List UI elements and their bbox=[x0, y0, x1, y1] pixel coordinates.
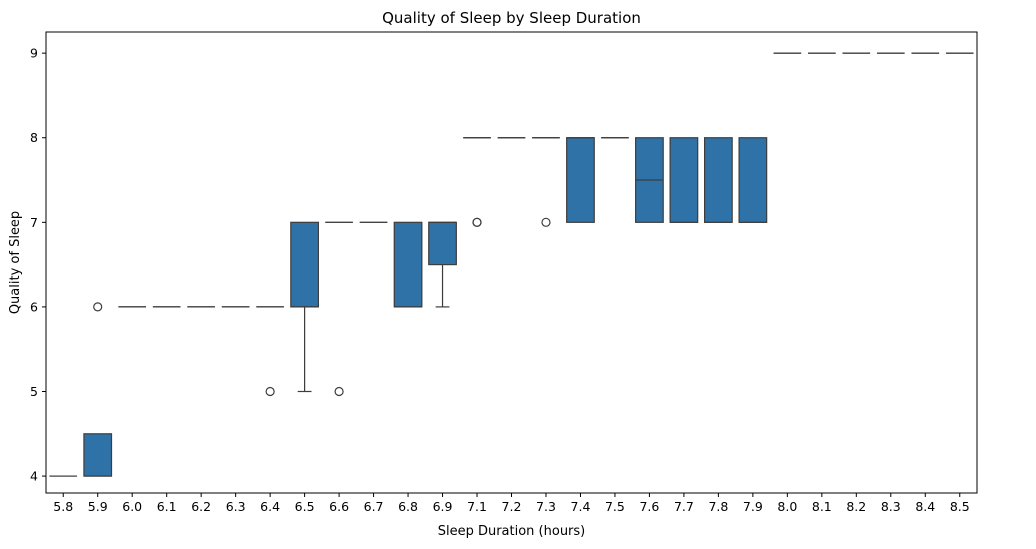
x-tick-label: 7.4 bbox=[571, 499, 591, 514]
x-tick-label: 6.5 bbox=[295, 499, 315, 514]
y-tick-label: 7 bbox=[30, 215, 38, 230]
box-body bbox=[738, 137, 768, 223]
box-group bbox=[532, 137, 560, 227]
box-group bbox=[428, 221, 457, 308]
outlier-point bbox=[265, 386, 275, 397]
box-group bbox=[703, 137, 733, 223]
box-group bbox=[635, 137, 664, 223]
x-tick-label: 5.9 bbox=[88, 499, 108, 514]
x-tick-label: 7.6 bbox=[639, 499, 659, 514]
plot-frame bbox=[45, 31, 978, 494]
outlier-point bbox=[541, 217, 551, 227]
plot-area bbox=[49, 52, 974, 477]
x-tick-label: 5.8 bbox=[53, 499, 73, 514]
x-tick-label: 8.4 bbox=[915, 499, 935, 514]
box-group bbox=[256, 306, 284, 397]
box-body bbox=[393, 221, 423, 308]
x-tick-label: 6.6 bbox=[329, 499, 349, 514]
y-axis: 4 5 6 7 8 9 bbox=[30, 46, 46, 484]
y-tick-label: 5 bbox=[30, 384, 38, 399]
y-axis-label: Quality of Sleep bbox=[8, 211, 23, 314]
x-tick-label: 8.5 bbox=[950, 499, 970, 514]
x-tick-label: 6.2 bbox=[191, 499, 211, 514]
x-tick-label: 6.1 bbox=[157, 499, 177, 514]
x-tick-label: 6.4 bbox=[260, 499, 280, 514]
outlier-point bbox=[334, 386, 344, 397]
x-tick-label: 7.5 bbox=[605, 499, 625, 514]
box-body bbox=[703, 137, 733, 223]
x-tick-label: 8.0 bbox=[777, 499, 797, 514]
y-tick-label: 9 bbox=[30, 46, 38, 61]
box-group bbox=[290, 221, 320, 393]
box-body bbox=[428, 221, 457, 266]
x-axis-label: Sleep Duration (hours) bbox=[438, 524, 586, 539]
outlier-point bbox=[472, 217, 482, 227]
x-tick-label: 6.9 bbox=[433, 499, 453, 514]
outlier-point bbox=[93, 302, 103, 312]
box-group bbox=[463, 137, 491, 227]
y-tick-label: 4 bbox=[30, 469, 38, 484]
y-tick-label: 6 bbox=[30, 299, 38, 314]
box-body bbox=[290, 221, 320, 308]
box-body bbox=[566, 137, 595, 223]
x-tick-label: 7.2 bbox=[502, 499, 522, 514]
box-group bbox=[393, 221, 423, 308]
box-body bbox=[83, 433, 113, 477]
x-tick-label: 8.3 bbox=[881, 499, 901, 514]
x-tick-label: 7.3 bbox=[536, 499, 556, 514]
x-tick-label: 7.7 bbox=[674, 499, 694, 514]
x-axis: 5.8 5.9 6.0 6.1 6.2 6.3 6.4 6.5 6.6 6.7 6.8 6.9 7.1 7… bbox=[53, 493, 970, 514]
box-group bbox=[325, 221, 353, 397]
box-group bbox=[738, 137, 768, 223]
box-group bbox=[566, 137, 595, 223]
x-tick-label: 6.0 bbox=[122, 499, 142, 514]
chart-title: Quality of Sleep by Sleep Duration bbox=[382, 9, 641, 27]
x-tick-label: 7.8 bbox=[708, 499, 728, 514]
box-body bbox=[669, 137, 699, 223]
x-tick-label: 7.1 bbox=[467, 499, 487, 514]
x-tick-label: 6.7 bbox=[364, 499, 384, 514]
y-tick-label: 8 bbox=[30, 130, 38, 145]
x-tick-label: 8.1 bbox=[812, 499, 832, 514]
x-tick-label: 6.3 bbox=[226, 499, 246, 514]
box-group bbox=[669, 137, 699, 223]
x-tick-label: 6.8 bbox=[398, 499, 418, 514]
x-tick-label: 8.2 bbox=[846, 499, 866, 514]
x-tick-label: 7.9 bbox=[743, 499, 763, 514]
box-group bbox=[83, 302, 113, 477]
